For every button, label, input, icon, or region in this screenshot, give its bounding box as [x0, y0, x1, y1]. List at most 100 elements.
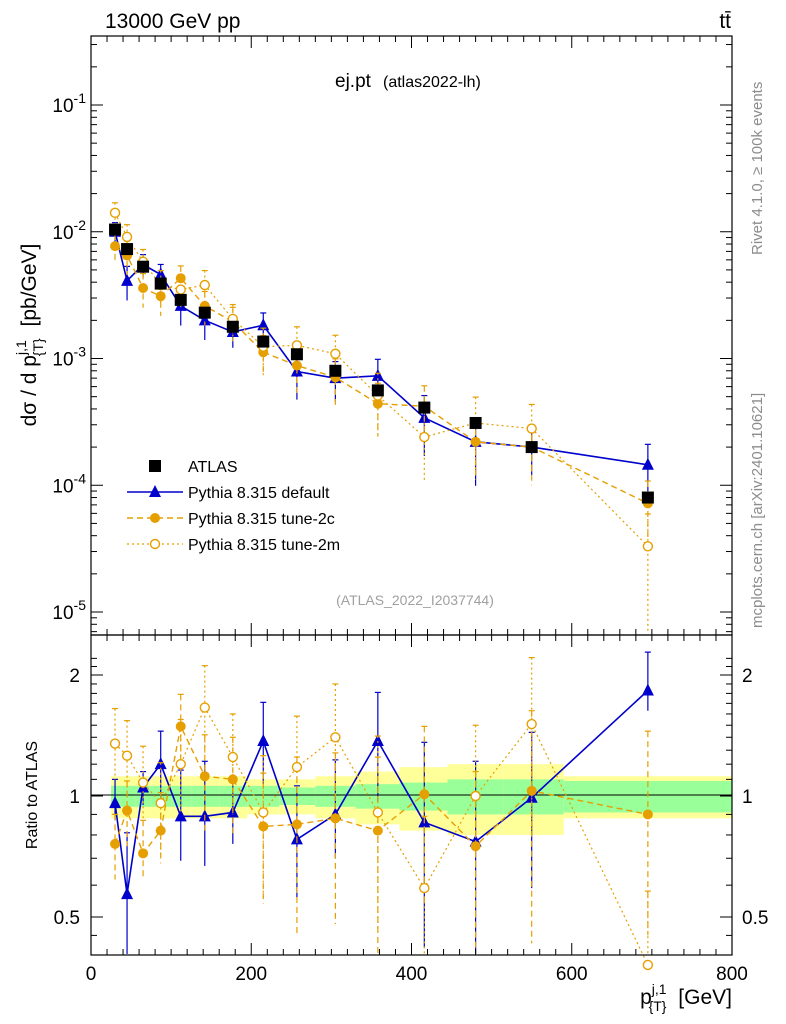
legend-marker: [150, 513, 160, 523]
main-y-tick-label: 10-4: [52, 470, 86, 497]
ratio-data-point: [258, 807, 269, 818]
main-series-line: [114, 245, 649, 504]
ratio-data-point: [121, 750, 133, 761]
ratio-data-point: [110, 838, 121, 849]
ratio-y-tick-label-right: 2: [742, 666, 753, 687]
chart-subtitle: (atlas2022-lh): [383, 74, 481, 91]
atlas-data-point: [137, 260, 150, 273]
legend-item: Pythia 8.315 default: [127, 485, 330, 502]
main-data-point: [109, 207, 121, 219]
atlas-data-point: [329, 364, 342, 377]
ratio-data-point: [526, 718, 537, 730]
ratio-y-tick-label-left: 2: [69, 666, 80, 687]
ratio-y-tick-label-left: 0.5: [54, 908, 80, 929]
legend: ATLAS Pythia 8.315 default Pythia 8.315 tu…: [127, 459, 340, 554]
atlas-data-point: [418, 401, 431, 414]
series-atlas: [109, 223, 654, 504]
main-y-axis-label: dσ / d pj,1{T} [pb/GeV]: [13, 244, 46, 427]
ratio-data-point: [372, 825, 383, 836]
legend-label: Pythia 8.315 tune-2c: [188, 511, 335, 528]
legend-marker: [149, 485, 161, 497]
atlas-data-point: [198, 306, 211, 319]
main-data-point: [175, 273, 186, 284]
ratio-data-point: [122, 805, 133, 816]
ratio-data-point: [419, 882, 430, 894]
ratio-data-point: [109, 738, 121, 749]
ratio-data-point: [641, 683, 654, 696]
ratio-data-point: [330, 813, 341, 824]
atlas-data-point: [226, 320, 239, 333]
main-series-line: [114, 231, 648, 466]
main-data-point: [121, 231, 133, 243]
ratio-y-axis-label: Ratio to ATLAS: [24, 741, 41, 849]
x-tick-label: 200: [235, 964, 267, 985]
ratio-data-point: [526, 785, 537, 796]
ratio-data-point: [642, 959, 654, 971]
atlas-data-point: [121, 243, 134, 256]
main-y-tick-label: 10-1: [52, 90, 86, 117]
ratio-panel: 0 200 400 600 800 0.5 0.5 1 1 2 2: [54, 634, 768, 985]
ratio-data-point: [642, 809, 653, 820]
main-y-tick-label: 10-5: [52, 597, 86, 624]
ratio-data-point: [330, 732, 341, 743]
main-data-point: [526, 423, 537, 434]
ratio-data-point: [174, 809, 187, 822]
main-data-point: [138, 282, 149, 293]
svg-text:pj,1{T} [GeV]: pj,1 {T} [GeV]: [640, 981, 732, 1014]
main-data-point: [641, 457, 654, 470]
legend-item: Pythia 8.315 tune-2m: [127, 537, 340, 554]
ratio-data-point: [291, 819, 302, 830]
main-data-point: [291, 360, 302, 371]
main-y-tick-label: 10-2: [52, 217, 86, 244]
legend-label: ATLAS: [188, 459, 238, 476]
legend-label: Pythia 8.315 default: [188, 485, 330, 502]
main-data-point: [470, 436, 481, 447]
x-tick-label: 400: [396, 964, 428, 985]
legend-marker: [149, 460, 161, 472]
ratio-data-point: [137, 777, 149, 788]
x-tick-label: 800: [716, 964, 748, 985]
ratio-data-point: [199, 702, 210, 713]
main-data-point: [110, 241, 121, 252]
series-pythia-8-315-tune-2c: [110, 233, 653, 542]
main-data-point: [419, 431, 430, 443]
ratio-data-point: [419, 789, 430, 800]
x-tick-label: 600: [556, 964, 588, 985]
x-axis-label: pj,1 {T} [GeV]: [640, 981, 732, 1014]
legend-item: ATLAS: [149, 459, 238, 476]
main-panel: 10-5 10-4 10-3 10-2 10-1: [52, 35, 733, 636]
main-data-point: [121, 273, 134, 286]
svg-text:dσ / d pj,1{T} [pb/GeV]: dσ / d pj,1{T} [pb/GeV]: [13, 244, 46, 427]
ratio-data-point: [372, 807, 384, 818]
atlas-data-point: [174, 293, 187, 306]
x-tick-label: 0: [86, 964, 97, 985]
beam-label: 13000 GeV pp: [105, 10, 240, 33]
ratio-data-point: [291, 761, 303, 773]
legend-item: Pythia 8.315 tune-2c: [127, 511, 335, 528]
main-data-point: [199, 279, 210, 291]
main-y-tick-label: 10-3: [52, 344, 86, 371]
ratio-y-tick-label-right: 1: [742, 787, 753, 808]
ratio-data-point: [175, 758, 186, 770]
main-data-point: [154, 267, 167, 280]
legend-label: Pythia 8.315 tune-2m: [188, 537, 340, 554]
atlas-data-point: [371, 384, 384, 397]
ratio-data-point: [525, 790, 538, 803]
analysis-watermark: (ATLAS_2022_I2037744): [336, 592, 494, 608]
ratio-y-tick-label-left: 1: [69, 787, 80, 808]
atlas-data-point: [257, 335, 270, 348]
ratio-data-point: [121, 887, 134, 900]
ratio-data-point: [109, 796, 122, 809]
ratio-data-point: [155, 825, 166, 836]
series-pythia-8-315-default: [109, 222, 654, 498]
main-data-point: [330, 348, 341, 359]
rivet-version-label: Rivet 4.1.0, ≥ 100k events: [749, 82, 766, 255]
main-data-point: [642, 541, 654, 552]
ratio-data-point: [155, 797, 166, 809]
source-label: mcplots.cern.ch [arXiv:2401.10621]: [749, 393, 766, 628]
ratio-data-point: [257, 734, 270, 747]
legend-marker: [149, 538, 161, 550]
ratio-data-point: [371, 734, 384, 747]
process-label: tt̄: [719, 10, 731, 33]
